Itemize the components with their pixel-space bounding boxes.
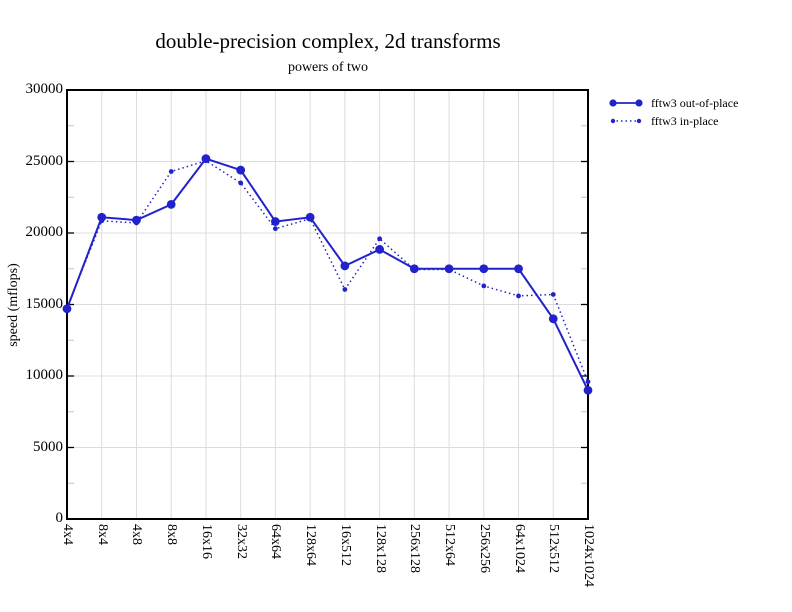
- chart-title: double-precision complex, 2d transforms: [155, 29, 501, 53]
- data-point-marker: [409, 264, 419, 274]
- data-point-marker: [479, 264, 489, 274]
- x-tick-label: 128x64: [303, 524, 319, 566]
- data-point-marker: [62, 304, 72, 314]
- data-point-marker: [168, 169, 174, 174]
- x-tick-label: 4x8: [129, 524, 145, 545]
- data-point-marker: [271, 217, 280, 226]
- y-tick-label: 30000: [25, 81, 64, 97]
- x-tick-label: 16x512: [337, 524, 353, 566]
- legend-swatch-solid-line-icon: [609, 99, 643, 107]
- y-tick-label: 25000: [25, 152, 64, 169]
- data-point-marker: [481, 283, 487, 289]
- x-tick-label: 512x512: [546, 524, 562, 573]
- x-tick-label: 256x128: [407, 524, 423, 573]
- data-point-marker: [514, 264, 523, 274]
- x-tick-label: 4x4: [60, 524, 75, 545]
- y-tick-label: 15000: [25, 295, 64, 312]
- x-tick-label: 16x16: [198, 524, 214, 559]
- data-point-marker: [340, 261, 350, 271]
- data-point-marker: [305, 212, 315, 222]
- legend-swatch-dotted-line-icon: [610, 118, 642, 124]
- y-tick-label: 20000: [25, 224, 64, 240]
- legend-item-in-place: fftw3 in-place: [608, 112, 738, 130]
- data-point-marker: [377, 236, 382, 242]
- data-point-marker: [201, 154, 211, 164]
- x-tick-label: 512x64: [442, 524, 458, 566]
- x-tick-label: 64x64: [268, 524, 284, 559]
- y-tick-label: 0: [55, 510, 64, 526]
- y-tick-label: 10000: [25, 367, 64, 383]
- legend-label-in-place: fftw3 in-place: [651, 113, 719, 128]
- x-tick-label: 32x32: [233, 524, 249, 559]
- data-point-marker: [238, 180, 244, 186]
- data-point-marker: [236, 165, 246, 175]
- data-point-marker: [548, 314, 558, 324]
- x-tick-label: 8x4: [94, 524, 110, 545]
- x-tick-label: 8x8: [164, 524, 180, 545]
- x-tick-label: 64x1024: [511, 524, 527, 573]
- data-point-marker: [342, 287, 348, 292]
- data-point-marker: [550, 292, 556, 297]
- data-point-marker: [166, 200, 176, 209]
- data-point-marker: [583, 385, 593, 395]
- legend: fftw3 out-of-place fftw3 in-place: [608, 94, 738, 130]
- data-point-marker: [444, 264, 454, 274]
- legend-item-out-of-place: fftw3 out-of-place: [608, 94, 738, 112]
- chart-subtitle: powers of two: [287, 60, 369, 75]
- data-point-marker: [585, 379, 591, 385]
- series-line-dotted: [66, 159, 589, 382]
- legend-label-out-of-place: fftw3 out-of-place: [651, 95, 739, 110]
- series-line-solid: [66, 157, 589, 391]
- data-point-marker: [516, 293, 521, 299]
- x-tick-label: 256x256: [476, 524, 492, 573]
- data-point-marker: [132, 215, 141, 225]
- data-point-marker: [97, 212, 107, 222]
- y-tick-label: 5000: [33, 438, 63, 455]
- data-point-marker: [273, 226, 278, 232]
- data-point-marker: [375, 245, 384, 254]
- x-tick-label: 1024x1024: [581, 524, 596, 587]
- x-tick-label: 128x128: [372, 524, 388, 573]
